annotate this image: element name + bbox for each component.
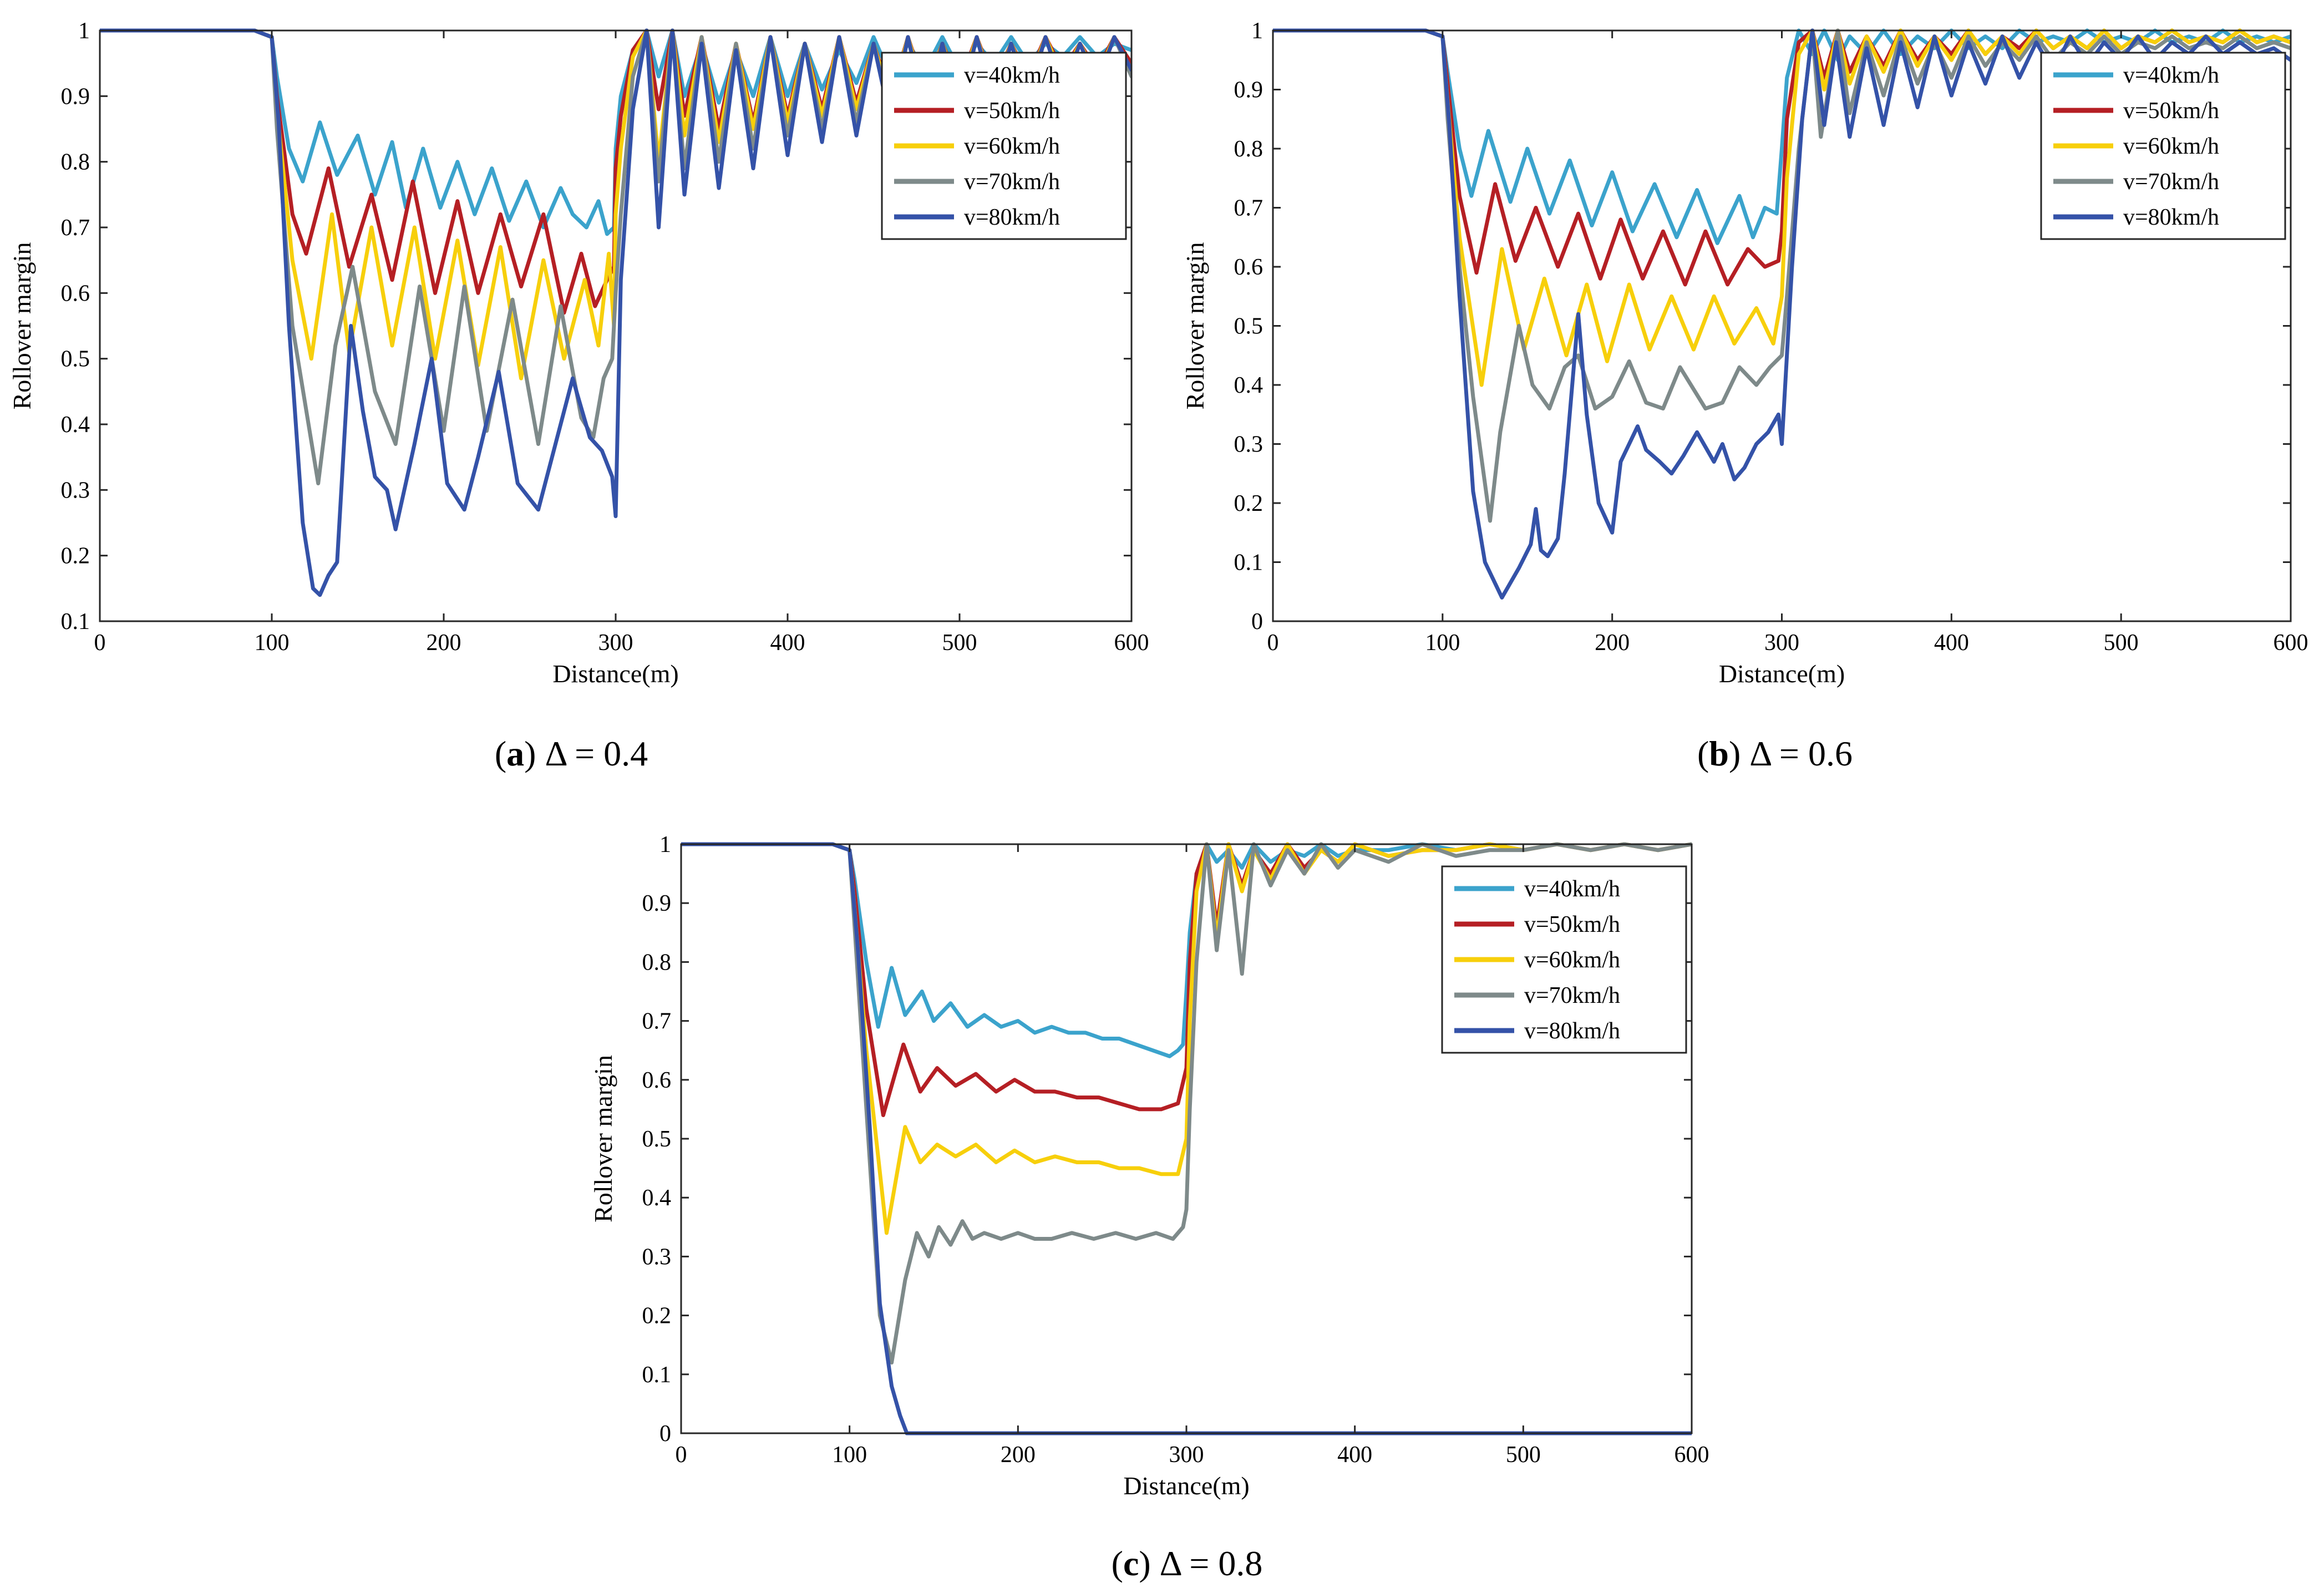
- caption-value: Δ = 0.4: [545, 734, 648, 773]
- y-tick-label: 0.4: [642, 1185, 672, 1211]
- caption-letter: c: [1123, 1544, 1139, 1583]
- y-tick-label: 0.3: [1234, 432, 1264, 458]
- legend-label: v=50km/h: [1524, 912, 1620, 937]
- series-line-v70: [681, 842, 1692, 1365]
- legend-label: v=80km/h: [2123, 205, 2219, 230]
- y-tick-label: 0.5: [642, 1127, 672, 1152]
- legend-label: v=60km/h: [964, 134, 1060, 159]
- x-tick-label: 600: [2274, 630, 2308, 656]
- x-tick-label: 0: [1267, 630, 1279, 656]
- legend-label: v=80km/h: [964, 205, 1060, 230]
- x-axis-title: Distance(m): [1719, 659, 1845, 688]
- legend: v=40km/h v=50km/h v=60km/h v=70km/h v=80km/h: [881, 52, 1127, 240]
- legend-label: v=40km/h: [1524, 876, 1620, 902]
- y-tick-label: 0.5: [61, 347, 90, 372]
- y-tick-label: 0.9: [1234, 78, 1264, 103]
- y-tick-label: 0.7: [642, 1009, 672, 1034]
- legend-label: v=60km/h: [1524, 947, 1620, 973]
- legend-label: v=40km/h: [2123, 63, 2219, 88]
- y-tick-label: 0.8: [61, 150, 90, 175]
- x-tick-label: 100: [1425, 630, 1460, 656]
- legend: v=40km/h v=50km/h v=60km/h v=70km/h v=80km/h: [2040, 52, 2286, 240]
- y-tick-label: 0.7: [61, 215, 90, 241]
- x-tick-label: 500: [1506, 1442, 1541, 1468]
- x-tick-label: 0: [676, 1442, 687, 1468]
- x-tick-label: 600: [1675, 1442, 1709, 1468]
- y-tick-label: 0.2: [642, 1303, 672, 1329]
- y-axis-title: Rollover margin: [8, 242, 36, 410]
- y-axis-title: Rollover margin: [589, 1055, 617, 1222]
- x-tick-label: 300: [1764, 630, 1799, 656]
- legend-label: v=70km/h: [2123, 169, 2219, 195]
- legend-label: v=50km/h: [964, 98, 1060, 124]
- legend-label: v=50km/h: [2123, 98, 2219, 124]
- legend: v=40km/h v=50km/h v=60km/h v=70km/h v=80km/h: [1441, 865, 1687, 1054]
- y-tick-label: 0.6: [1234, 255, 1264, 280]
- y-tick-label: 0.3: [642, 1244, 672, 1270]
- x-tick-label: 500: [2104, 630, 2139, 656]
- x-tick-label: 300: [1169, 1442, 1204, 1468]
- x-tick-label: 300: [598, 630, 633, 656]
- chart-panel-a: 0 100 200 300 400 500 600 0.1 0.2 0.3 0.4 0.5 0.6 0.7…: [8, 18, 1149, 773]
- x-tick-label: 200: [1001, 1442, 1036, 1468]
- x-tick-label: 200: [1595, 630, 1630, 656]
- y-tick-label: 1: [659, 832, 671, 858]
- legend-label: v=70km/h: [1524, 983, 1620, 1008]
- x-axis-title: Distance(m): [552, 659, 678, 688]
- y-tick-label: 0.5: [1234, 314, 1264, 339]
- x-tick-label: 500: [942, 630, 977, 656]
- panel-caption: (b) Δ = 0.6: [1697, 734, 1853, 773]
- y-tick-label: 0.4: [61, 412, 90, 438]
- chart-panel-c: 0 100 200 300 400 500 600 0 0.1 0.2 0.3 0.4 0.5 0.6 0.…: [589, 832, 1709, 1583]
- y-tick-label: 0.1: [61, 609, 90, 635]
- y-tick-label: 0.6: [642, 1068, 672, 1093]
- x-tick-label: 400: [770, 630, 805, 656]
- x-tick-label: 200: [427, 630, 461, 656]
- legend-label: v=80km/h: [1524, 1018, 1620, 1044]
- legend-label: v=60km/h: [2123, 134, 2219, 159]
- x-axis-title: Distance(m): [1123, 1472, 1249, 1500]
- y-tick-label: 0.8: [642, 950, 672, 975]
- legend-label: v=70km/h: [964, 169, 1060, 195]
- caption-value: Δ = 0.8: [1160, 1544, 1263, 1583]
- chart-panel-b: 0 100 200 300 400 500 600 0 0.1 0.2 0.3 0.4 0.5 0.6 0.…: [1181, 18, 2308, 773]
- series-line-v80: [1273, 28, 2291, 600]
- legend-label: v=40km/h: [964, 63, 1060, 88]
- y-tick-label: 1: [1251, 18, 1263, 44]
- caption-letter: b: [1709, 734, 1729, 773]
- y-tick-label: 0.9: [642, 891, 672, 916]
- y-tick-label: 0.6: [61, 281, 90, 306]
- x-tick-label: 100: [832, 1442, 867, 1468]
- y-tick-label: 0: [1251, 609, 1263, 635]
- y-tick-label: 0.2: [1234, 491, 1264, 516]
- x-tick-label: 400: [1337, 1442, 1372, 1468]
- caption-letter: a: [506, 734, 524, 773]
- x-tick-label: 0: [94, 630, 106, 656]
- y-tick-label: 0.9: [61, 84, 90, 109]
- y-tick-label: 0.1: [642, 1362, 672, 1388]
- panel-caption: (c) Δ = 0.8: [1112, 1544, 1263, 1583]
- y-tick-label: 1: [78, 18, 90, 44]
- panel-caption: (a) Δ = 0.4: [495, 734, 648, 773]
- x-tick-label: 600: [1114, 630, 1149, 656]
- y-tick-label: 0.3: [61, 478, 90, 503]
- caption-value: Δ = 0.6: [1749, 734, 1853, 773]
- y-tick-label: 0.2: [61, 544, 90, 569]
- series-lines: [1273, 28, 2291, 600]
- x-tick-label: 400: [1934, 630, 1969, 656]
- x-tick-label: 100: [255, 630, 290, 656]
- y-tick-label: 0.4: [1234, 373, 1264, 398]
- y-tick-label: 0.8: [1234, 136, 1264, 162]
- y-tick-label: 0: [659, 1421, 671, 1447]
- y-tick-label: 0.1: [1234, 550, 1264, 576]
- y-axis-title: Rollover margin: [1181, 242, 1209, 410]
- y-tick-label: 0.7: [1234, 196, 1264, 221]
- series-line-v60: [1273, 28, 2291, 387]
